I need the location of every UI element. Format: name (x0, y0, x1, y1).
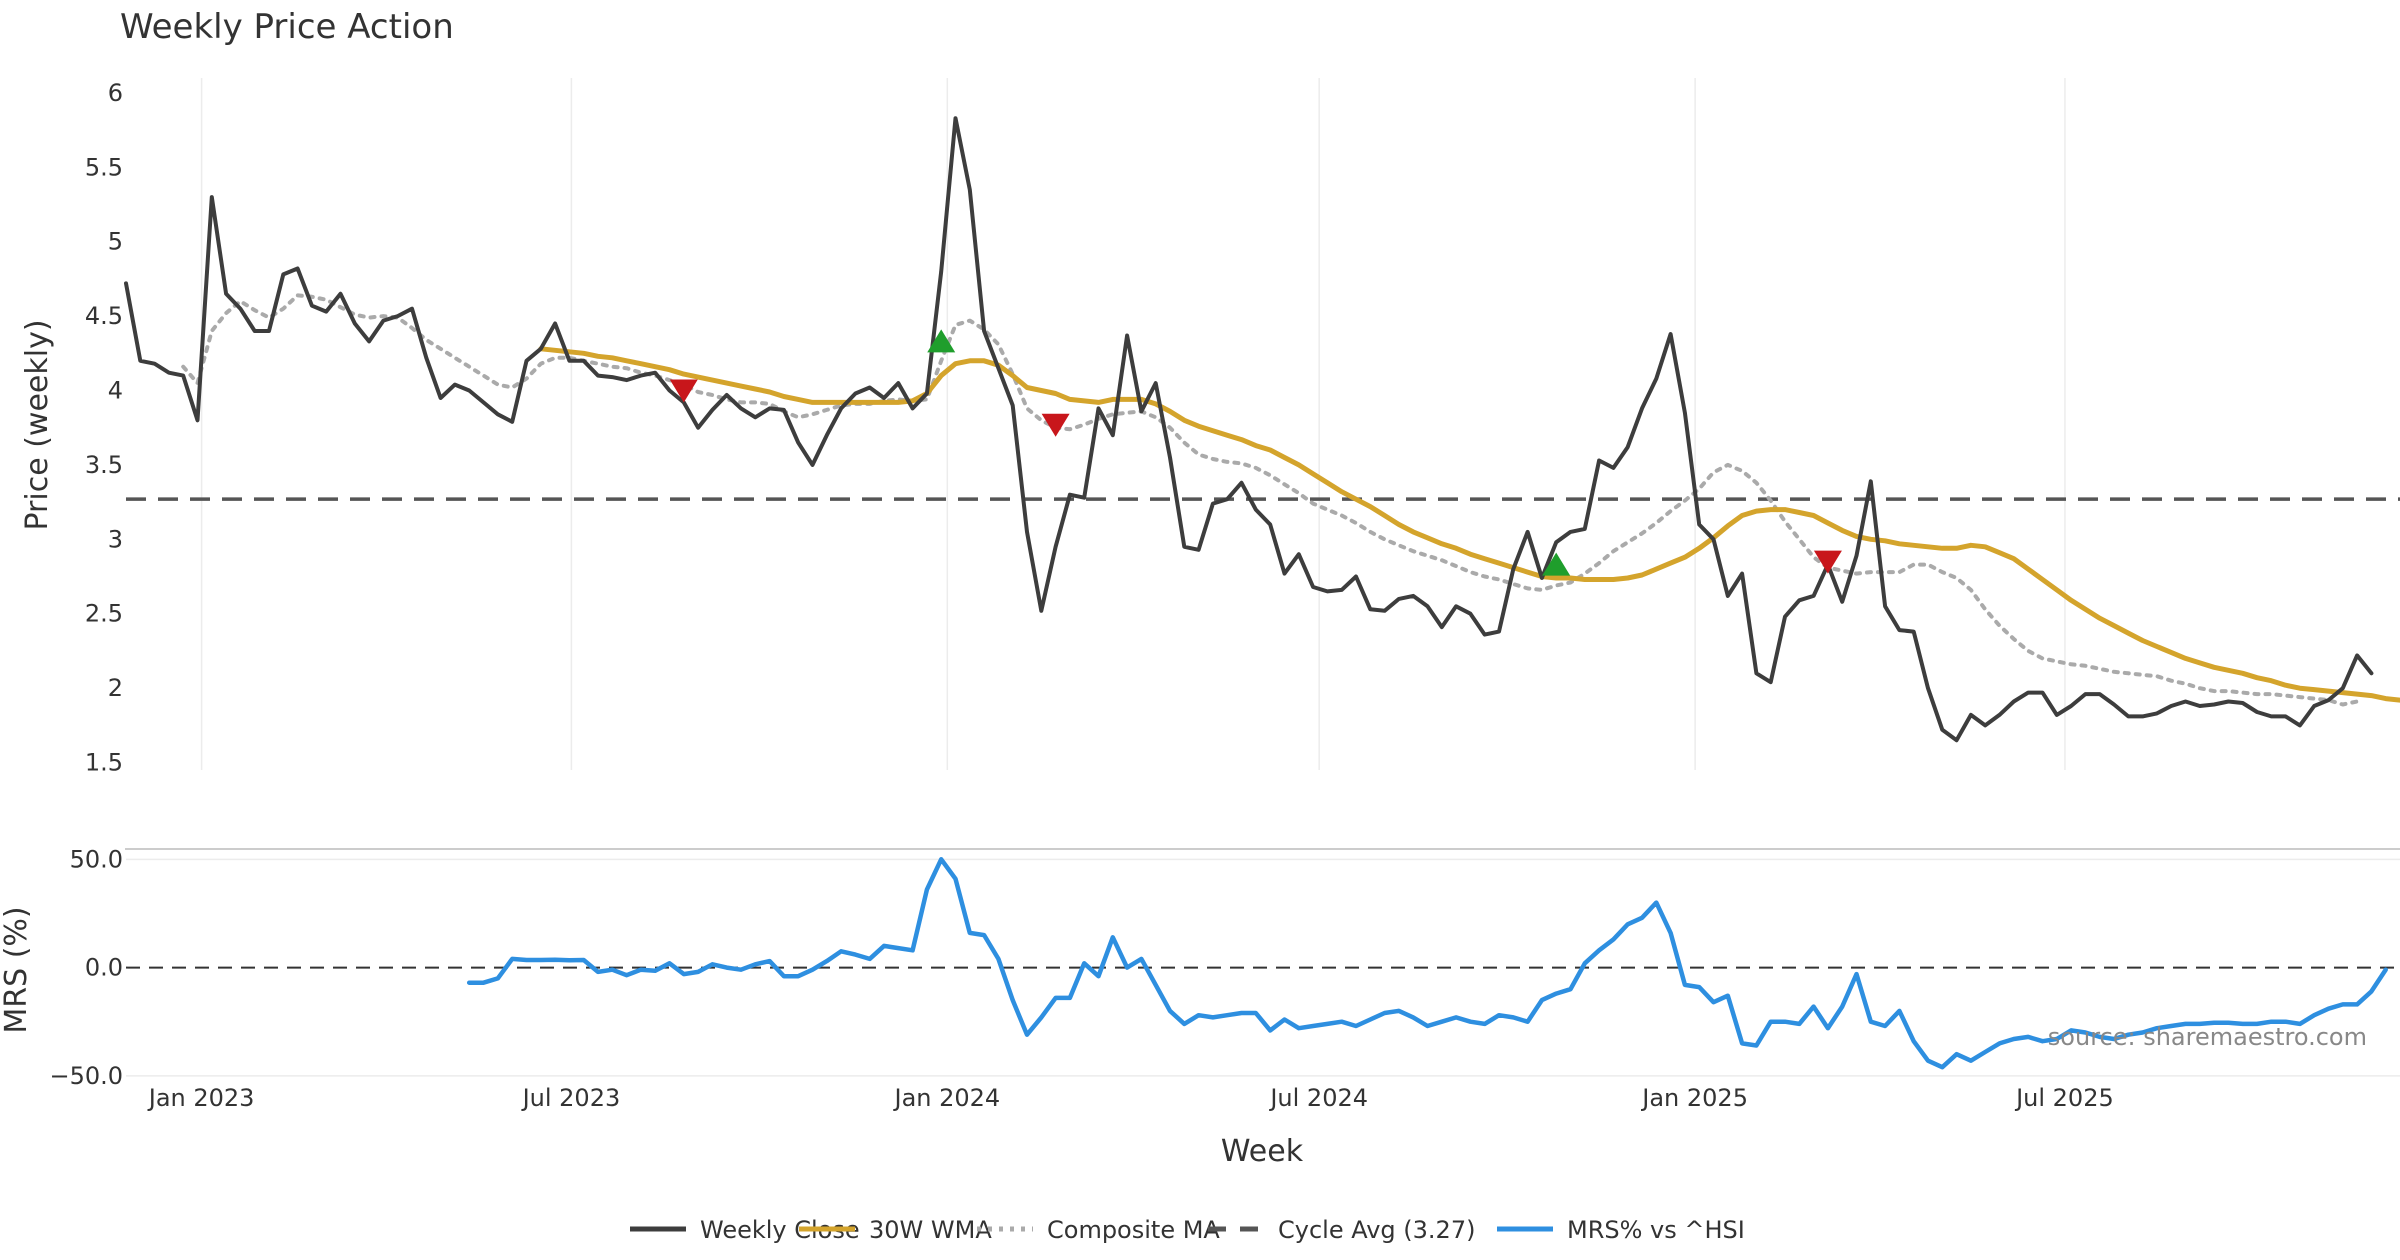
legend-label: 30W WMA (869, 1216, 992, 1244)
legend-item: 30W WMA (799, 1216, 992, 1244)
price-y-tick-label: 5 (108, 228, 123, 256)
series-composite-ma (181, 293, 2360, 707)
mrs-y-tick-label: 50.0 (70, 845, 123, 873)
price-series-lines (124, 116, 2400, 743)
x-axis-label: Week (1221, 1134, 1304, 1169)
sell-signal-marker (1813, 550, 1842, 574)
price-y-tick-label: 4 (108, 377, 123, 405)
series-30w-wma (538, 346, 2400, 703)
legend-label: Composite MA (1047, 1216, 1220, 1244)
price-y-tick-label: 4.5 (85, 302, 123, 330)
price-y-tick-label: 1.5 (85, 749, 123, 777)
price-y-tick-label: 3.5 (85, 451, 123, 479)
mrs-y-tick-label: −50.0 (49, 1062, 123, 1090)
price-y-axis-label: Price (weekly) (20, 319, 55, 530)
mrs-series-line (466, 857, 2388, 1070)
legend-item: MRS% vs ^HSI (1497, 1216, 1745, 1244)
x-tick-label: Jul 2023 (521, 1084, 621, 1112)
x-tick-label: Jan 2024 (892, 1084, 1000, 1112)
legend: Weekly Close 30W WMA Composite MA Cycle Avg… (630, 1216, 1745, 1244)
source-note: source: sharemaestro.com (2048, 1023, 2367, 1051)
price-y-tick-label: 3 (108, 525, 123, 553)
signal-markers (669, 329, 1842, 576)
sell-signal-marker (669, 379, 698, 403)
price-y-tick-label: 6 (108, 79, 123, 107)
mrs-y-axis-label: MRS (%) (0, 906, 34, 1033)
series-mrs-vs-hsi (466, 857, 2388, 1070)
mrs-y-tick-label: 0.0 (85, 954, 123, 982)
x-tick-label: Jan 2025 (1640, 1084, 1748, 1112)
price-panel-gridlines (200, 78, 2066, 770)
legend-item: Cycle Avg (3.27) (1208, 1216, 1475, 1244)
x-tick-label: Jan 2023 (147, 1084, 255, 1112)
buy-signal-marker (1542, 552, 1571, 576)
price-y-tick-label: 5.5 (85, 153, 123, 181)
price-y-axis-ticks: 6 5.5 5 4.5 4 3.5 3 2.5 2 1.5 (85, 79, 123, 777)
buy-signal-marker (927, 329, 956, 353)
x-tick-label: Jul 2025 (2014, 1084, 2114, 1112)
price-y-tick-label: 2 (108, 674, 123, 702)
legend-label: MRS% vs ^HSI (1567, 1216, 1745, 1244)
x-axis-ticks: Jan 2023 Jul 2023 Jan 2024 Jul 2024 Jan 2025… (147, 1084, 2114, 1112)
legend-label: Cycle Avg (3.27) (1278, 1216, 1475, 1244)
legend-item: Composite MA (977, 1216, 1220, 1244)
price-y-tick-label: 2.5 (85, 600, 123, 628)
series-weekly-close (124, 116, 2374, 743)
sell-signal-marker (1041, 413, 1070, 437)
mrs-y-axis-ticks: 50.0 0.0 −50.0 (49, 845, 123, 1090)
chart-title: Weekly Price Action (120, 7, 454, 47)
mrs-panel-gridlines (126, 858, 2400, 1077)
x-tick-label: Jul 2024 (1268, 1084, 1368, 1112)
